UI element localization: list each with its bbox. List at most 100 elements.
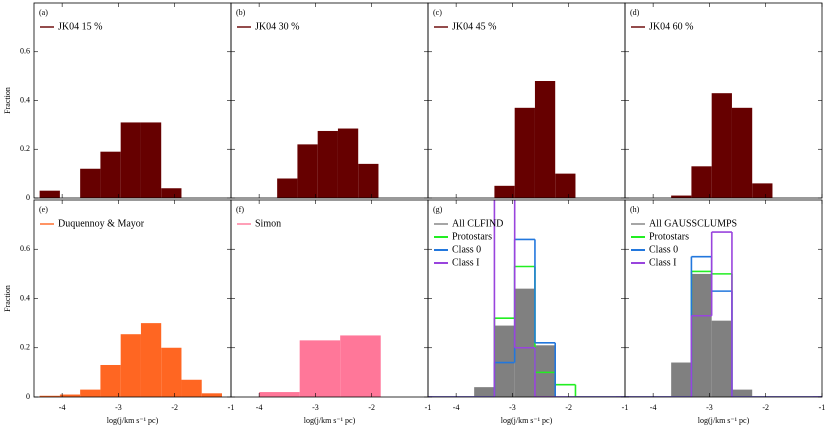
legend-label: Simon <box>255 218 281 229</box>
x-axis-label: log(j/km s⁻¹ pc) <box>501 416 553 425</box>
legend-label: Protostars <box>649 231 689 242</box>
histogram-bar <box>59 394 81 397</box>
histogram-bar <box>711 320 732 397</box>
histogram-bar <box>555 173 576 198</box>
histogram-bar <box>671 195 692 198</box>
histogram-bar <box>731 107 753 198</box>
x-tick-label: -3 <box>115 403 122 412</box>
histogram-bar <box>299 340 341 397</box>
histogram-bar <box>691 273 712 397</box>
histogram-bar <box>534 81 556 198</box>
x-tick-label: -2 <box>171 403 178 412</box>
x-axis-label: log(j/km s⁻¹ pc) <box>698 416 750 425</box>
plot-area <box>494 81 576 198</box>
histogram-bar <box>39 395 60 397</box>
histogram-bar <box>474 387 495 397</box>
x-tick-label: -4 <box>453 403 460 412</box>
y-tick-label: 0 <box>26 392 30 401</box>
histogram-bar <box>161 347 182 397</box>
legend-label: Protostars <box>452 231 492 242</box>
y-tick-label: 0.2 <box>20 343 30 352</box>
legend-label: JK04 45 % <box>452 21 496 32</box>
x-axis-label: log(j/km s⁻¹ pc) <box>304 416 356 425</box>
histogram-bar <box>514 107 535 198</box>
x-tick-label: -1 <box>622 403 629 412</box>
y-axis-label: Fraction <box>3 285 12 312</box>
histogram-bar <box>277 178 298 198</box>
plot-area <box>277 128 379 198</box>
histogram-bar <box>752 183 773 198</box>
histogram-bar <box>120 122 141 198</box>
histogram-bar <box>120 334 141 397</box>
histogram-bar <box>317 130 338 198</box>
legend-label: Class 0 <box>649 244 678 255</box>
histogram-bar <box>711 93 732 198</box>
y-axis-label: Fraction <box>3 87 12 114</box>
panel-label: (c) <box>433 8 442 17</box>
x-tick-label: -2 <box>565 403 572 412</box>
panel-label: (g) <box>433 205 443 214</box>
histogram-bar <box>100 151 121 198</box>
plot-area <box>625 231 822 397</box>
legend-label: All CLFIND <box>452 218 503 229</box>
y-tick-label: 0.6 <box>20 47 30 56</box>
histogram-bar <box>731 389 753 397</box>
x-tick-label: -4 <box>256 403 263 412</box>
panel: -4 -3 -2 -1 log(j/km s⁻¹ pc) (h) All GAUSSCLUM… <box>624 199 825 425</box>
x-axis-label: log(j/km s⁻¹ pc) <box>107 416 159 425</box>
legend-label: JK04 15 % <box>58 21 102 32</box>
legend-label: Class I <box>452 257 480 268</box>
plot-area <box>259 335 381 397</box>
legend-label: All GAUSSCLUMPS <box>649 218 737 229</box>
histogram-bar <box>201 393 222 397</box>
histogram-bar <box>534 345 556 397</box>
histogram-bar <box>340 335 381 397</box>
histogram-bar <box>39 190 60 198</box>
histogram-bar <box>80 168 101 198</box>
histogram-bar <box>494 325 515 397</box>
y-tick-label: 0.4 <box>20 293 30 302</box>
plot-area <box>39 323 222 397</box>
panel-label: (e) <box>39 205 48 214</box>
x-tick-label: -3 <box>312 403 319 412</box>
legend-label: Duquennoy & Mayor <box>58 218 145 229</box>
histogram-bar <box>514 288 535 397</box>
histogram-bar <box>671 362 692 397</box>
histogram-bar <box>161 188 182 198</box>
histogram-bar <box>297 144 318 198</box>
histogram-bar <box>80 389 101 397</box>
plot-area <box>39 122 182 198</box>
panel: (d) JK04 60 % <box>624 2 823 199</box>
y-tick-label: 0 <box>26 193 30 202</box>
x-tick-label: -1 <box>228 403 235 412</box>
panel: 0 0.2 0.4 0.6 Fraction (a) JK04 15 % <box>3 2 232 202</box>
legend-label: JK04 60 % <box>649 21 693 32</box>
legend-label: Class I <box>649 257 677 268</box>
histogram-bar <box>100 364 121 397</box>
y-tick-label: 0.4 <box>20 95 30 104</box>
legend-label: JK04 30 % <box>255 21 299 32</box>
panel: (b) JK04 30 % <box>230 2 429 199</box>
panel-label: (a) <box>39 8 48 17</box>
x-tick-label: -2 <box>762 403 769 412</box>
histogram-bar <box>181 379 202 397</box>
panel: -4 -3 -2 -1 log(j/km s⁻¹ pc) (g) All CLFIND Pro… <box>427 199 629 425</box>
histogram-bar <box>494 185 515 198</box>
x-tick-label: -2 <box>368 403 375 412</box>
plot-area <box>671 93 773 198</box>
x-tick-label: -4 <box>650 403 657 412</box>
x-tick-label: -3 <box>706 403 713 412</box>
histogram-bar <box>140 323 162 397</box>
panel: (c) JK04 45 % <box>427 2 626 199</box>
panel-label: (b) <box>236 8 246 17</box>
y-tick-label: 0.6 <box>20 244 30 253</box>
panel-label: (f) <box>236 205 244 214</box>
panel: -4 -3 -2 -1 0 0.2 0.4 0.6 log(j/km s⁻¹ pc) Fracti… <box>3 199 235 425</box>
histogram-bar <box>337 128 359 198</box>
x-tick-label: -3 <box>509 403 516 412</box>
histogram-bar <box>691 166 712 198</box>
panel-label: (h) <box>630 205 640 214</box>
plot-area <box>428 200 625 397</box>
legend-label: Class 0 <box>452 244 481 255</box>
